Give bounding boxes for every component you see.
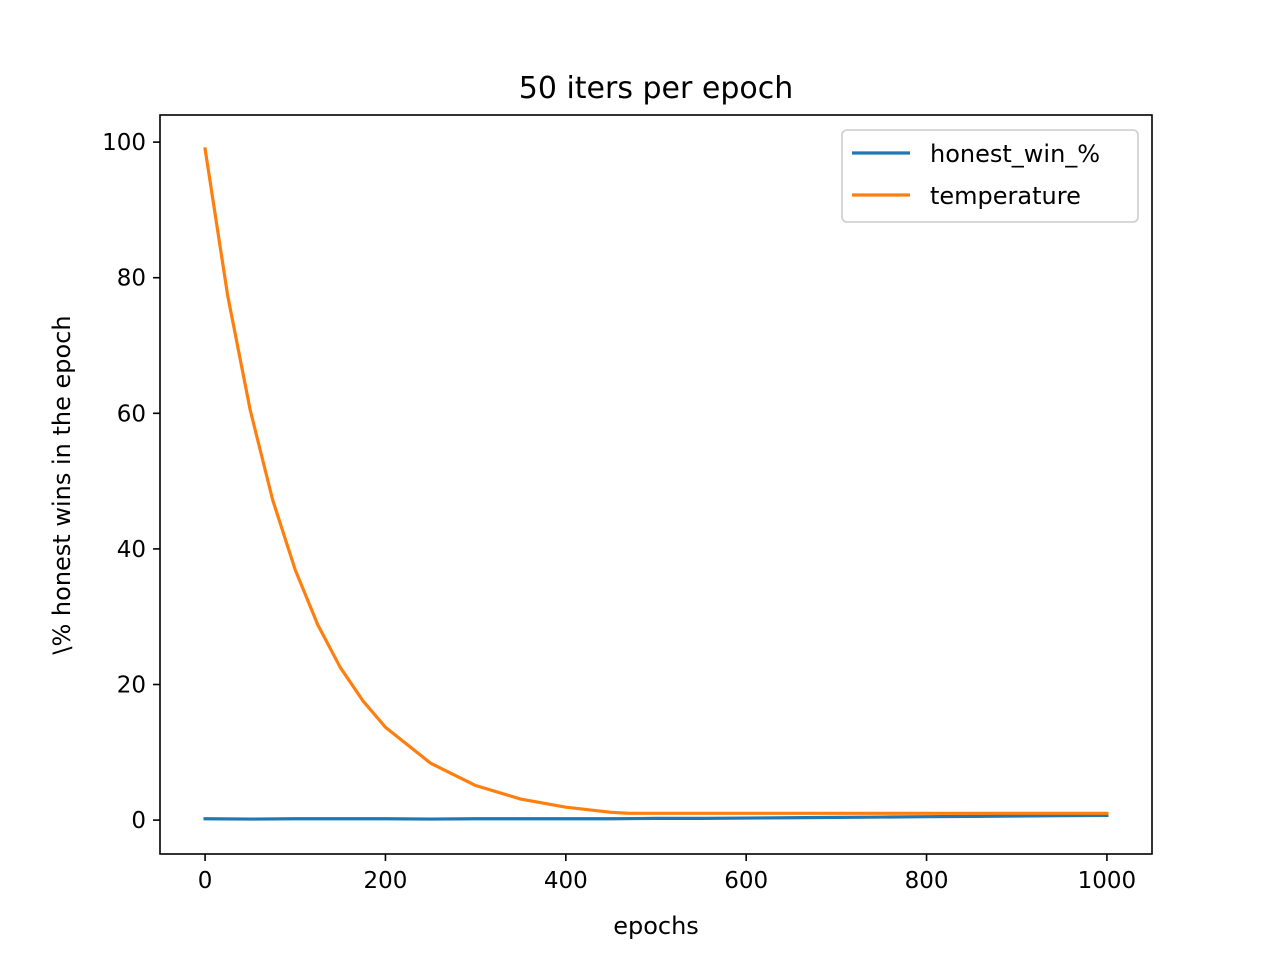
y-tick-label: 40	[117, 537, 146, 563]
legend-box	[841, 129, 1139, 223]
y-tick-label: 20	[117, 673, 146, 699]
axes-frame	[159, 114, 1153, 855]
y-tick-label: 80	[117, 266, 146, 292]
x-tick-label: 600	[724, 868, 768, 894]
legend: honest_win_% temperature	[841, 129, 1139, 223]
y-tick-label: 0	[131, 808, 146, 834]
legend-label: temperature	[930, 182, 1081, 210]
x-tick-label: 1000	[1078, 868, 1137, 894]
legend-label: honest_win_%	[930, 140, 1100, 168]
y-tick-label: 60	[117, 401, 146, 427]
x-axis-label: epochs	[613, 912, 699, 940]
y-tick-label: 100	[102, 130, 146, 156]
chart-title: 50 iters per epoch	[519, 71, 794, 106]
series-line-0	[203, 813, 1109, 821]
series-line-1	[203, 147, 1109, 815]
y-axis-label: \% honest wins in the epoch	[48, 315, 76, 654]
plot-area	[203, 147, 1109, 821]
axis-ticks: 0 200 400 600 800 1000 0 20 40 60 80 100	[102, 130, 1136, 894]
x-tick-label: 200	[364, 868, 408, 894]
x-tick-label: 800	[905, 868, 949, 894]
x-tick-label: 400	[544, 868, 588, 894]
x-tick-label: 0	[198, 868, 213, 894]
